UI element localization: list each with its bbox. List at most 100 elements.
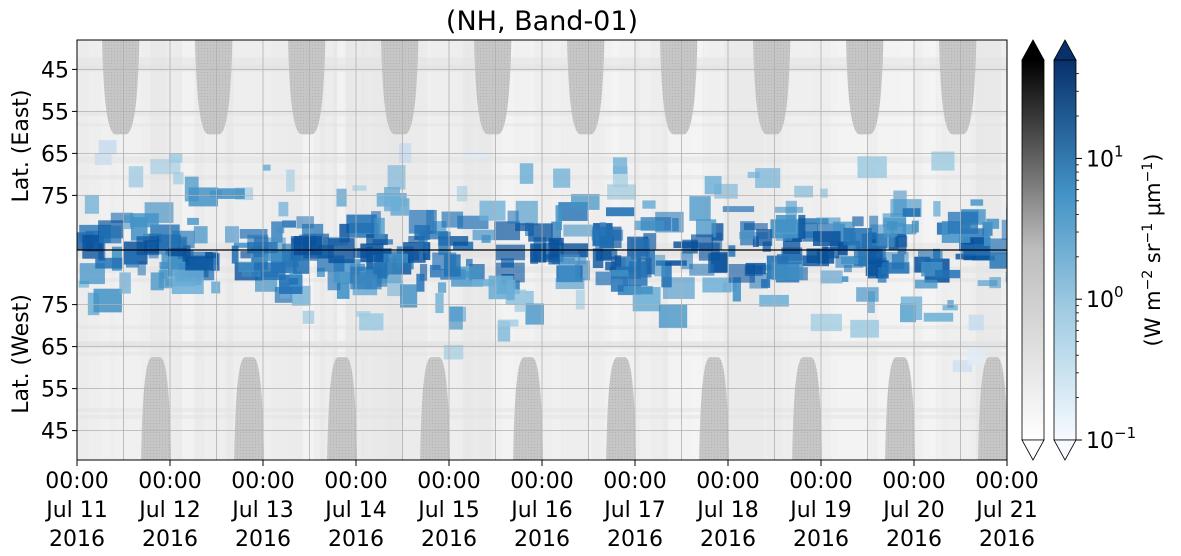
night-mask-east bbox=[753, 40, 791, 135]
radiance-cell bbox=[128, 166, 144, 188]
x-tick-label: 00:00 Jul 14 2016 bbox=[323, 469, 387, 552]
radiance-cell bbox=[689, 196, 711, 221]
radiance-cell bbox=[187, 217, 199, 225]
x-tick-label-line: Jul 12 bbox=[137, 498, 201, 523]
radiance-cell bbox=[339, 223, 350, 243]
x-tick-label-line: 2016 bbox=[421, 527, 477, 552]
night-mask-west bbox=[699, 357, 729, 460]
y-tick-label: 65 bbox=[41, 142, 69, 167]
radiance-cell bbox=[813, 231, 841, 246]
radiance-cell bbox=[387, 280, 404, 297]
y-tick-label: 65 bbox=[41, 336, 69, 361]
radiance-cell bbox=[387, 165, 406, 190]
radiance-cell bbox=[816, 217, 841, 224]
radiance-cell bbox=[867, 291, 875, 313]
radiance-cell bbox=[900, 296, 923, 320]
radiance-cell bbox=[968, 314, 984, 331]
y-tick-label: 75 bbox=[41, 294, 69, 319]
radiance-cell bbox=[488, 275, 514, 300]
radiance-cell bbox=[304, 242, 312, 250]
night-mask-east bbox=[846, 40, 884, 135]
radiance-cell bbox=[98, 140, 117, 155]
radiance-cell bbox=[123, 215, 135, 230]
night-mask-west bbox=[234, 357, 264, 460]
radiance-cell bbox=[449, 306, 463, 330]
x-tick-label-line: 00:00 bbox=[45, 469, 108, 494]
radiance-cell bbox=[840, 256, 859, 265]
radiance-cell bbox=[1001, 219, 1007, 241]
x-tick-label-line: 2016 bbox=[142, 527, 198, 552]
radiance-cell bbox=[798, 214, 806, 239]
radiance-cell bbox=[239, 229, 268, 239]
x-tick-label-line: Jul 20 bbox=[881, 498, 945, 523]
x-tick-label-line: 00:00 bbox=[510, 469, 573, 494]
radiance-cell bbox=[231, 245, 239, 264]
radiance-cell bbox=[902, 224, 917, 235]
radiance-cell bbox=[952, 360, 973, 373]
radiance-cell bbox=[356, 311, 371, 317]
radiance-cell bbox=[631, 238, 650, 260]
radiance-cell bbox=[611, 269, 629, 277]
radiance-cell bbox=[837, 242, 848, 256]
radiance-cell bbox=[613, 157, 628, 174]
radiance-cell bbox=[680, 251, 693, 270]
x-tick-label: 00:00 Jul 16 2016 bbox=[509, 469, 573, 552]
radiance-cell bbox=[743, 223, 768, 231]
x-tick-label-line: 00:00 bbox=[882, 469, 945, 494]
radiance-cell bbox=[408, 236, 425, 244]
radiance-cell bbox=[605, 207, 635, 217]
radiance-cell bbox=[739, 232, 768, 240]
radiance-cell bbox=[933, 201, 941, 217]
radiance-cell bbox=[555, 278, 585, 290]
radiance-field bbox=[77, 140, 1007, 373]
radiance-cell bbox=[185, 256, 214, 271]
x-tick-label-line: 00:00 bbox=[138, 469, 201, 494]
night-mask-west bbox=[792, 357, 822, 460]
radiance-cell bbox=[989, 252, 1007, 269]
x-tick-label-line: 00:00 bbox=[696, 469, 759, 494]
radiance-cell bbox=[188, 187, 218, 207]
radiance-cell bbox=[95, 257, 123, 269]
radiance-cell bbox=[761, 279, 771, 288]
radiance-cell bbox=[438, 231, 451, 255]
radiance-cell bbox=[642, 200, 656, 209]
x-tick-label-line: Jul 19 bbox=[788, 498, 852, 523]
radiance-cell bbox=[575, 289, 585, 310]
radiance-cell bbox=[914, 279, 938, 289]
radiance-cell bbox=[479, 200, 506, 221]
radiance-cell bbox=[193, 226, 208, 244]
radiance-cell bbox=[400, 284, 418, 308]
radiance-cell bbox=[125, 250, 139, 268]
radiance-cell bbox=[728, 263, 755, 283]
radiance-cell bbox=[599, 249, 618, 260]
radiance-cell bbox=[84, 194, 99, 214]
radiance-cell bbox=[495, 244, 526, 261]
colorbar-label-exp2: −1 bbox=[1140, 223, 1156, 244]
x-tick-label: 00:00 Jul 21 2016 bbox=[974, 469, 1038, 552]
x-tick-label-line: 00:00 bbox=[975, 469, 1038, 494]
radiance-cell bbox=[983, 227, 991, 246]
radiance-cell bbox=[1006, 207, 1007, 227]
x-tick-label-line: Jul 15 bbox=[416, 498, 480, 523]
radiance-cell bbox=[288, 278, 299, 285]
radiance-cell bbox=[211, 281, 221, 294]
radiance-cell bbox=[376, 253, 408, 263]
colorbar-label-mid2: μm bbox=[1141, 182, 1165, 223]
radiance-cell bbox=[507, 210, 519, 224]
colorbar-label-prefix: (W m bbox=[1141, 290, 1165, 346]
radiance-cell bbox=[798, 218, 829, 225]
radiance-cell bbox=[661, 262, 672, 288]
radiance-cell bbox=[967, 348, 986, 365]
radiance-cell bbox=[820, 188, 828, 198]
radiance-cell bbox=[416, 273, 425, 292]
radiance-cell bbox=[695, 219, 717, 238]
y-tick-label: 55 bbox=[41, 378, 69, 403]
radiance-cell bbox=[935, 269, 961, 279]
night-mask-east bbox=[288, 40, 326, 135]
radiance-cell bbox=[785, 200, 797, 225]
radiance-cell bbox=[711, 223, 724, 241]
radiance-cell bbox=[171, 269, 204, 295]
radiance-cell bbox=[182, 245, 191, 262]
radiance-cell bbox=[136, 236, 160, 256]
